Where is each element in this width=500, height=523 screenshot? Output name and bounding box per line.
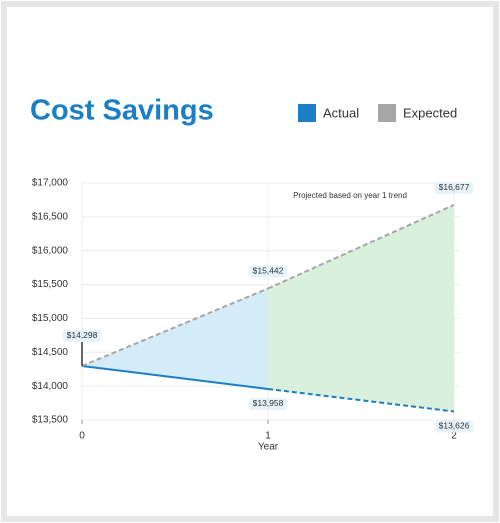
legend-label: Actual xyxy=(323,105,359,120)
chart-title: Cost Savings xyxy=(30,95,214,127)
y-tick-label: $14,500 xyxy=(32,347,69,358)
y-tick-label: $17,000 xyxy=(32,178,69,189)
line-segment xyxy=(81,287,269,367)
value-label-text: $13,626 xyxy=(439,421,470,431)
y-tick-label: $16,000 xyxy=(32,245,69,256)
x-tick-label: 0 xyxy=(79,431,85,442)
value-label: $13,958 xyxy=(248,397,288,410)
y-tick-label: $13,500 xyxy=(32,415,69,426)
value-label: $13,626 xyxy=(434,420,474,433)
legend-swatch xyxy=(378,104,396,122)
value-label-text: $14,298 xyxy=(67,330,98,340)
label-box xyxy=(248,397,288,410)
value-label-text: $16,677 xyxy=(439,182,470,192)
label-box xyxy=(248,265,288,278)
line-segment xyxy=(267,387,455,413)
value-label: $15,442 xyxy=(248,265,288,278)
value-label: $14,298 xyxy=(62,329,102,342)
y-tick-label: $15,000 xyxy=(32,313,69,324)
label-box xyxy=(62,329,102,342)
x-tick-label: 2 xyxy=(451,431,457,442)
area-fill xyxy=(268,204,454,412)
y-tick-label: $14,000 xyxy=(32,381,69,392)
legend: Actual Expected xyxy=(298,104,457,122)
label-box xyxy=(434,181,474,194)
value-label-text: $15,442 xyxy=(253,266,284,276)
x-axis-label: Year xyxy=(258,442,279,453)
legend-swatch xyxy=(298,104,316,122)
annotation: Projected based on year 1 trend xyxy=(293,191,407,200)
label-box xyxy=(434,420,474,433)
area-fill xyxy=(82,288,268,389)
value-label: $16,677 xyxy=(434,181,474,194)
line-segment xyxy=(81,364,269,390)
legend-label: Expected xyxy=(403,105,457,120)
line-segment xyxy=(267,203,455,290)
value-label-text: $13,958 xyxy=(253,398,284,408)
y-tick-label: $15,500 xyxy=(32,279,69,290)
y-tick-label: $16,500 xyxy=(32,211,69,222)
x-tick-label: 1 xyxy=(265,431,271,442)
